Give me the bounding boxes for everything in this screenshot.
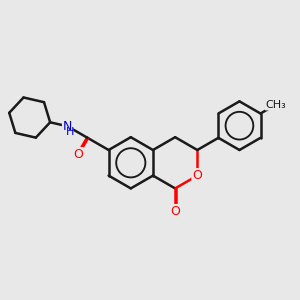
Text: CH₃: CH₃ — [266, 100, 286, 110]
Text: N: N — [63, 120, 72, 133]
Text: O: O — [73, 148, 83, 161]
Text: O: O — [170, 205, 180, 218]
Text: O: O — [192, 169, 202, 182]
Text: H: H — [65, 127, 74, 137]
